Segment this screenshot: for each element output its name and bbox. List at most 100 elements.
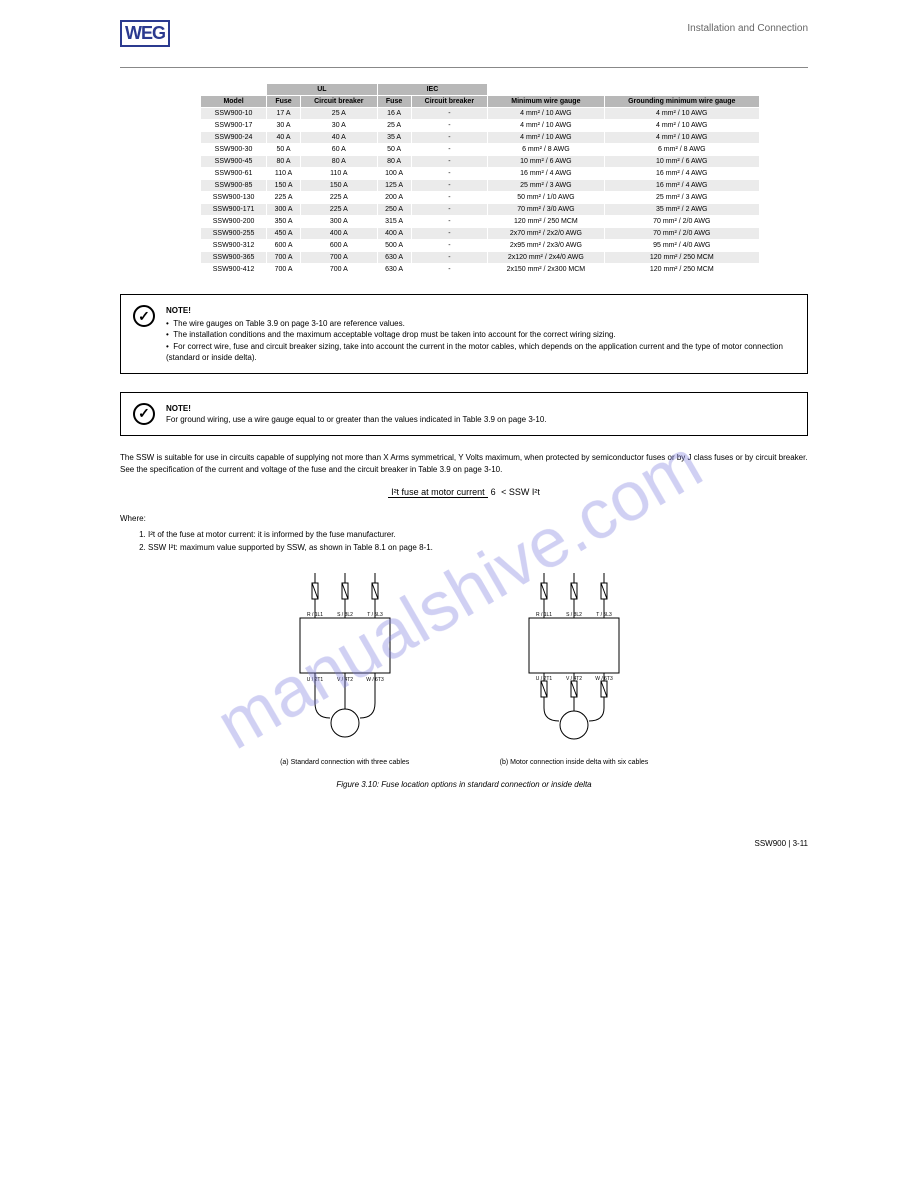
table-row: SSW900-3050 A60 A50 A-6 mm² / 8 AWG6 mm²… [201, 144, 760, 156]
table-row: SSW900-171300 A225 A250 A-70 mm² / 3/0 A… [201, 204, 760, 216]
table-cell: 110 A [267, 168, 301, 180]
table-cell: 30 A [267, 120, 301, 132]
check-icon: ✓ [133, 305, 155, 327]
table-row: SSW900-200350 A300 A315 A-120 mm² / 250 … [201, 216, 760, 228]
table-cell: 315 A [377, 216, 411, 228]
table-cell: 200 A [377, 192, 411, 204]
table-cell: 35 mm² / 2 AWG [604, 204, 759, 216]
para2-item: SSW I²t: maximum value supported by SSW,… [148, 542, 808, 553]
table-cell: 25 A [300, 108, 377, 120]
note1-item: The wire gauges on Table 3.9 on page 3-1… [166, 318, 795, 329]
table-cell: 700 A [300, 264, 377, 276]
diagram-a: R / 1L1 S / 3L2 T / 5L3 U / 2T1 V / 4T2 … [280, 573, 410, 766]
table-cell: 50 A [377, 144, 411, 156]
table-cell: - [411, 144, 488, 156]
table-body: SSW900-1017 A25 A16 A-4 mm² / 10 AWG4 mm… [201, 108, 760, 276]
table-cell: 60 A [300, 144, 377, 156]
page-header: WEG Installation and Connection [120, 20, 808, 47]
table-cell: - [411, 120, 488, 132]
svg-diagram-b: R / 1L1 S / 3L2 T / 5L3 U / 2T1 V / 4T2 … [509, 573, 639, 753]
ratings-table: UL IEC Model Fuse Circuit breaker Fuse C… [200, 83, 760, 276]
table-cell: 250 A [377, 204, 411, 216]
table-cell: 10 mm² / 6 AWG [488, 156, 604, 168]
table-cell: SSW900-171 [201, 204, 267, 216]
table-cell: SSW900-312 [201, 240, 267, 252]
formula: I²t fuse at motor current6 < SSW I²t [120, 487, 808, 498]
lbl-u: U / 2T1 [306, 677, 323, 683]
table-cell: 2x150 mm² / 2x300 MCM [488, 264, 604, 276]
table-cell: 4 mm² / 10 AWG [488, 108, 604, 120]
lbl-u: U / 2T1 [536, 676, 553, 682]
th-fuse-ul: Fuse [267, 96, 301, 108]
formula-op: < [501, 487, 506, 497]
table-cell: 630 A [377, 264, 411, 276]
table-cell: 350 A [267, 216, 301, 228]
table-cell: 70 mm² / 2/0 AWG [604, 228, 759, 240]
table-cell: 17 A [267, 108, 301, 120]
table-cell: SSW900-200 [201, 216, 267, 228]
para2-list: I²t of the fuse at motor current: it is … [148, 529, 808, 553]
table-cell: SSW900-30 [201, 144, 267, 156]
table-cell: 95 mm² / 4/0 AWG [604, 240, 759, 252]
table-cell: 100 A [377, 168, 411, 180]
table-cell: 25 mm² / 3 AWG [488, 180, 604, 192]
table-cell: - [411, 192, 488, 204]
table-cell: 40 A [300, 132, 377, 144]
table-row: SSW900-4580 A80 A80 A-10 mm² / 6 AWG10 m… [201, 156, 760, 168]
table-cell: - [411, 228, 488, 240]
table-cell: 700 A [267, 252, 301, 264]
table-cell: 225 A [267, 192, 301, 204]
table-cell: 630 A [377, 252, 411, 264]
table-cell: 30 A [300, 120, 377, 132]
table-cell: 70 mm² / 2/0 AWG [604, 216, 759, 228]
table-cell: 120 mm² / 250 MCM [488, 216, 604, 228]
table-row: SSW900-61110 A110 A100 A-16 mm² / 4 AWG1… [201, 168, 760, 180]
table-cell: SSW900-85 [201, 180, 267, 192]
svg-diagram-a: R / 1L1 S / 3L2 T / 5L3 U / 2T1 V / 4T2 … [280, 573, 410, 753]
table-cell: - [411, 216, 488, 228]
table-cell: 300 A [300, 216, 377, 228]
table-cell: - [411, 156, 488, 168]
table-cell: - [411, 168, 488, 180]
table-cell: SSW900-61 [201, 168, 267, 180]
lbl-r: R / 1L1 [536, 612, 552, 618]
logo: WEG [120, 20, 170, 47]
table-cell: SSW900-24 [201, 132, 267, 144]
table-cell: 25 A [377, 120, 411, 132]
table-cell: 2x95 mm² / 2x3/0 AWG [488, 240, 604, 252]
lbl-w: W / 6T3 [366, 677, 384, 683]
th-ground: Grounding minimum wire gauge [604, 96, 759, 108]
table-cell: 16 mm² / 4 AWG [604, 168, 759, 180]
table-cell: 2x120 mm² / 2x4/0 AWG [488, 252, 604, 264]
table-cell: - [411, 180, 488, 192]
note2-text: For ground wiring, use a wire gauge equa… [166, 415, 547, 424]
table-cell: 50 mm² / 1/0 AWG [488, 192, 604, 204]
diagram-row: R / 1L1 S / 3L2 T / 5L3 U / 2T1 V / 4T2 … [120, 573, 808, 766]
table-cell: 10 mm² / 6 AWG [604, 156, 759, 168]
th-cb-ul: Circuit breaker [300, 96, 377, 108]
lbl-w: W / 6T3 [595, 676, 613, 682]
figure-caption: Figure 3.10: Fuse location options in st… [120, 780, 808, 789]
table-row: SSW900-365700 A700 A630 A-2x120 mm² / 2x… [201, 252, 760, 264]
table-cell: 16 mm² / 4 AWG [604, 180, 759, 192]
table-row: SSW900-130225 A225 A200 A-50 mm² / 1/0 A… [201, 192, 760, 204]
table-cell: 4 mm² / 10 AWG [488, 120, 604, 132]
table-cell: 35 A [377, 132, 411, 144]
table-header: UL IEC Model Fuse Circuit breaker Fuse C… [201, 84, 760, 108]
caption-a: (a) Standard connection with three cable… [280, 759, 410, 766]
table-row: SSW900-85150 A150 A125 A-25 mm² / 3 AWG1… [201, 180, 760, 192]
footer-right: SSW900 | 3-11 [754, 839, 808, 848]
formula-rhs: SSW I²t [509, 487, 540, 497]
diagram-b: R / 1L1 S / 3L2 T / 5L3 U / 2T1 V / 4T2 … [500, 573, 649, 766]
note1-title: NOTE! [166, 306, 191, 315]
table-cell: 225 A [300, 204, 377, 216]
caption-b: (b) Motor connection inside delta with s… [500, 759, 649, 766]
table-row: SSW900-1017 A25 A16 A-4 mm² / 10 AWG4 mm… [201, 108, 760, 120]
table-cell: 150 A [300, 180, 377, 192]
lbl-v: V / 4T2 [337, 677, 353, 683]
table-row: SSW900-412700 A700 A630 A-2x150 mm² / 2x… [201, 264, 760, 276]
table-row: SSW900-1730 A30 A25 A-4 mm² / 10 AWG4 mm… [201, 120, 760, 132]
table-cell: 500 A [377, 240, 411, 252]
table-cell: 2x70 mm² / 2x2/0 AWG [488, 228, 604, 240]
header-divider [120, 67, 808, 68]
